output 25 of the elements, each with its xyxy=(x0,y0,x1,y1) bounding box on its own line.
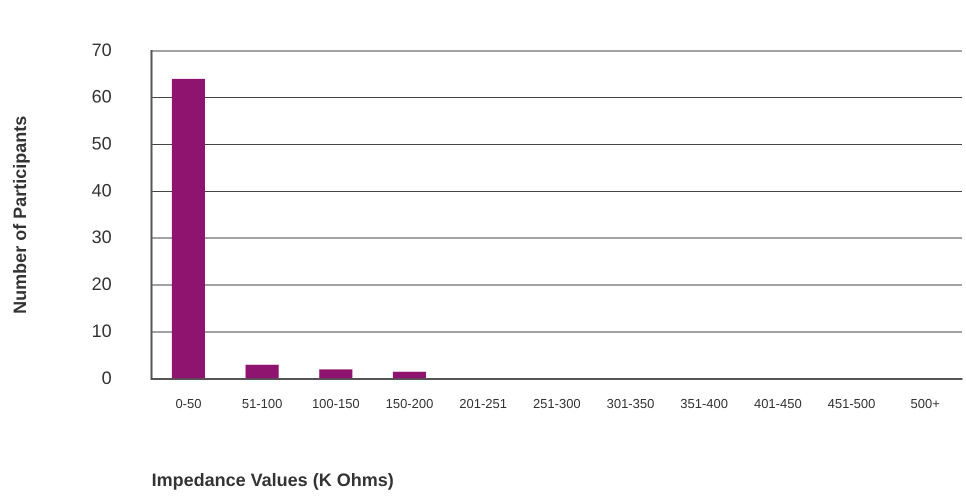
y-tick-label: 30 xyxy=(92,227,112,248)
y-tick-label: 50 xyxy=(92,133,112,154)
x-tick-label: 201-251 xyxy=(459,396,507,412)
x-tick-label: 451-500 xyxy=(828,396,876,412)
x-tick-label: 51-100 xyxy=(242,396,282,412)
x-tick-label: 301-350 xyxy=(606,396,654,412)
x-tick-label: 0-50 xyxy=(175,396,202,412)
x-tick-label: 500+ xyxy=(910,396,940,412)
bar xyxy=(172,78,206,378)
x-tick-label: 351-400 xyxy=(680,396,728,412)
x-tick-label: 401-450 xyxy=(754,396,802,412)
bar xyxy=(319,369,352,378)
y-tick-label: 20 xyxy=(92,274,112,294)
y-tick-label: 70 xyxy=(92,40,112,60)
x-tick-label: 251-300 xyxy=(532,396,581,412)
x-tick-label: 100-150 xyxy=(312,396,360,412)
y-axis-title: Number of Participants xyxy=(10,116,30,314)
y-tick-label: 60 xyxy=(92,86,112,107)
bar xyxy=(246,364,279,378)
y-tick-label: 40 xyxy=(92,180,112,200)
x-tick-label: 150-200 xyxy=(386,396,434,412)
bar xyxy=(392,372,426,378)
y-tick-label: 10 xyxy=(92,320,112,341)
x-axis-title: Impedance Values (K Ohms) xyxy=(152,470,394,490)
y-tick-label: 0 xyxy=(102,368,112,388)
